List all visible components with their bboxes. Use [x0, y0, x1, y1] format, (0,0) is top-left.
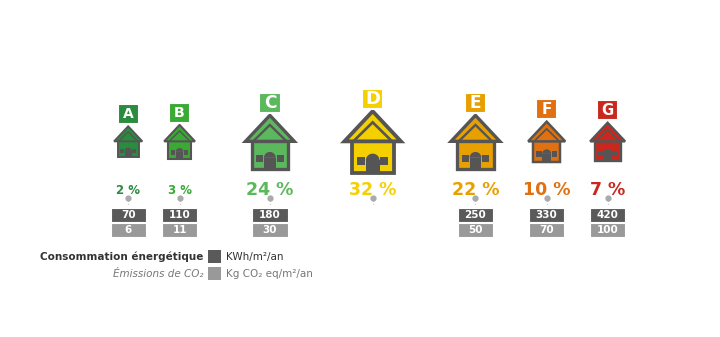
FancyBboxPatch shape — [366, 160, 379, 173]
Polygon shape — [451, 115, 500, 141]
Text: Émissions de CO₂: Émissions de CO₂ — [113, 269, 204, 279]
FancyBboxPatch shape — [597, 100, 618, 120]
Text: 70: 70 — [539, 225, 554, 235]
Text: 11: 11 — [172, 225, 186, 235]
Text: 100: 100 — [597, 225, 618, 235]
Polygon shape — [528, 122, 565, 141]
Text: 250: 250 — [464, 210, 486, 220]
FancyBboxPatch shape — [462, 155, 469, 162]
Text: Kg CO₂ eq/m²/an: Kg CO₂ eq/m²/an — [226, 269, 312, 279]
FancyBboxPatch shape — [208, 268, 222, 280]
Text: 420: 420 — [597, 210, 618, 220]
FancyBboxPatch shape — [171, 150, 176, 154]
Text: D: D — [365, 90, 380, 108]
Text: A: A — [123, 107, 133, 121]
FancyBboxPatch shape — [536, 99, 557, 119]
FancyBboxPatch shape — [613, 151, 617, 156]
Text: 30: 30 — [263, 225, 277, 235]
Polygon shape — [176, 148, 184, 152]
FancyBboxPatch shape — [120, 149, 125, 153]
FancyBboxPatch shape — [252, 141, 288, 169]
FancyBboxPatch shape — [590, 208, 625, 222]
FancyBboxPatch shape — [469, 158, 482, 169]
Polygon shape — [125, 148, 132, 151]
FancyBboxPatch shape — [536, 151, 541, 157]
Text: 180: 180 — [259, 210, 281, 220]
FancyBboxPatch shape — [168, 141, 191, 159]
Polygon shape — [246, 115, 294, 141]
Text: 3 %: 3 % — [168, 184, 192, 197]
FancyBboxPatch shape — [169, 103, 190, 123]
Polygon shape — [590, 123, 625, 141]
FancyBboxPatch shape — [482, 155, 489, 162]
Text: 22 %: 22 % — [451, 181, 499, 200]
Text: 50: 50 — [468, 225, 482, 235]
FancyBboxPatch shape — [457, 141, 494, 169]
FancyBboxPatch shape — [111, 223, 145, 237]
FancyBboxPatch shape — [362, 89, 383, 109]
FancyBboxPatch shape — [529, 223, 564, 237]
FancyBboxPatch shape — [125, 151, 132, 157]
FancyBboxPatch shape — [208, 250, 222, 263]
Text: 7 %: 7 % — [590, 181, 625, 200]
Text: C: C — [264, 94, 276, 112]
FancyBboxPatch shape — [176, 152, 184, 159]
Text: B: B — [174, 106, 185, 120]
Polygon shape — [164, 125, 195, 141]
Polygon shape — [603, 149, 612, 153]
FancyBboxPatch shape — [357, 157, 365, 165]
FancyBboxPatch shape — [252, 223, 287, 237]
Text: 2 %: 2 % — [116, 184, 140, 197]
Text: G: G — [601, 103, 613, 118]
Text: 6: 6 — [125, 225, 132, 235]
FancyBboxPatch shape — [533, 141, 560, 162]
FancyBboxPatch shape — [351, 141, 394, 173]
FancyBboxPatch shape — [259, 93, 281, 113]
Text: 32 %: 32 % — [349, 181, 396, 200]
Text: 70: 70 — [121, 210, 135, 220]
FancyBboxPatch shape — [264, 158, 276, 169]
FancyBboxPatch shape — [132, 149, 136, 153]
Polygon shape — [344, 111, 401, 141]
FancyBboxPatch shape — [542, 154, 552, 162]
Text: 330: 330 — [536, 210, 557, 220]
Polygon shape — [114, 126, 143, 141]
FancyBboxPatch shape — [117, 141, 139, 157]
FancyBboxPatch shape — [117, 104, 139, 124]
Text: 110: 110 — [168, 210, 191, 220]
Text: F: F — [541, 102, 552, 117]
Text: 24 %: 24 % — [246, 181, 294, 200]
Polygon shape — [469, 152, 482, 158]
FancyBboxPatch shape — [595, 141, 621, 161]
FancyBboxPatch shape — [598, 151, 603, 156]
Polygon shape — [366, 154, 379, 160]
FancyBboxPatch shape — [256, 155, 264, 162]
FancyBboxPatch shape — [162, 208, 197, 222]
Polygon shape — [542, 149, 552, 154]
Text: 10 %: 10 % — [523, 181, 570, 200]
FancyBboxPatch shape — [111, 208, 145, 222]
FancyBboxPatch shape — [603, 153, 612, 161]
Text: KWh/m²/an: KWh/m²/an — [226, 252, 284, 262]
Text: E: E — [469, 94, 481, 112]
FancyBboxPatch shape — [162, 223, 197, 237]
Polygon shape — [264, 152, 276, 158]
FancyBboxPatch shape — [380, 157, 389, 165]
FancyBboxPatch shape — [590, 223, 625, 237]
FancyBboxPatch shape — [276, 155, 284, 162]
FancyBboxPatch shape — [252, 208, 287, 222]
FancyBboxPatch shape — [458, 208, 493, 222]
FancyBboxPatch shape — [465, 93, 486, 113]
Text: Consommation énergétique: Consommation énergétique — [40, 251, 204, 262]
FancyBboxPatch shape — [552, 151, 557, 157]
FancyBboxPatch shape — [184, 150, 188, 154]
FancyBboxPatch shape — [529, 208, 564, 222]
FancyBboxPatch shape — [458, 223, 493, 237]
